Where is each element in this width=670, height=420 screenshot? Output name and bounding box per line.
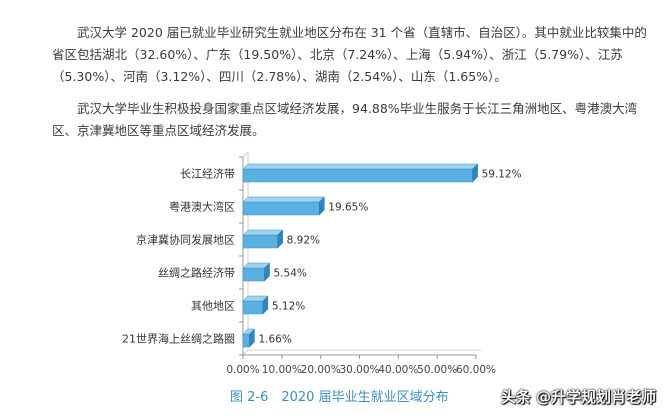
bar-value-label: 8.92% — [287, 235, 320, 247]
bar-front — [242, 234, 278, 249]
x-tick-label: 10.00% — [262, 364, 302, 376]
intro-paragraph-2: 武汉大学毕业生积极投身国家重点区域经济发展，94.88%毕业生服务于长江三角洲地… — [52, 101, 638, 138]
bar-front — [242, 201, 320, 216]
category-label: 粤港澳大湾区 — [169, 200, 235, 214]
bar-value-label: 1.66% — [258, 334, 291, 346]
bar-side — [319, 196, 325, 216]
bar-top — [242, 163, 479, 170]
x-tick-label: 30.00% — [339, 364, 379, 376]
wall-top-edge — [242, 151, 249, 158]
category-label: 丝绸之路经济带 — [158, 266, 235, 280]
bar-front — [242, 168, 473, 183]
bar-value-label: 5.12% — [272, 301, 305, 313]
bar-front — [242, 300, 264, 315]
bar-top — [242, 196, 325, 203]
category-label: 长江经济带 — [180, 167, 235, 181]
x-tick-label: 40.00% — [378, 364, 418, 376]
bar-value-label: 19.65% — [328, 202, 368, 214]
x-tick-label: 0.00% — [226, 364, 259, 376]
bar-front — [242, 333, 250, 348]
bar-side — [264, 262, 270, 282]
bar-side — [262, 295, 269, 315]
bar-side — [277, 229, 283, 249]
x-tick-label: 60.00% — [456, 364, 496, 376]
bar-side — [249, 328, 255, 348]
figure-caption: 图 2-6 2020 届毕业生就业区域分布 — [230, 390, 449, 405]
bar-value-label: 5.54% — [274, 268, 307, 280]
wall-bottom-edge — [242, 349, 249, 356]
x-tick-label: 20.00% — [301, 364, 341, 376]
bar-front — [242, 267, 265, 282]
category-label: 其他地区 — [191, 300, 235, 313]
intro-paragraph-1: 武汉大学 2020 届已就业毕业研究生就业地区分布在 31 个省（直辖市、自治区… — [52, 25, 647, 84]
x-tick-label: 50.00% — [417, 364, 457, 376]
category-label: 京津冀协同发展地区 — [136, 233, 235, 247]
bar-top — [242, 229, 284, 236]
watermark: 头条 @升学规划肖老师 — [500, 388, 656, 406]
bar-side — [472, 163, 478, 183]
category-label: 21世界海上丝绸之路圈 — [122, 332, 235, 346]
bar-value-label: 59.12% — [482, 169, 522, 181]
